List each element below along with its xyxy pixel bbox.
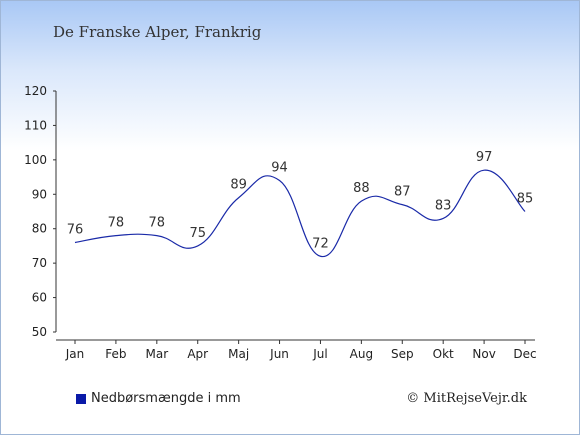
y-tick-label: 60 xyxy=(32,291,47,305)
x-tick-label: Feb xyxy=(105,347,126,361)
data-label: 76 xyxy=(67,222,84,237)
x-tick-label: Dec xyxy=(513,347,536,361)
data-label: 85 xyxy=(517,192,534,207)
data-label: 94 xyxy=(271,161,288,176)
data-label: 75 xyxy=(189,226,206,241)
credit-text: © MitRejseVejr.dk xyxy=(406,391,527,406)
data-label: 83 xyxy=(435,198,452,213)
series-line xyxy=(74,169,526,257)
x-tick-label: Nov xyxy=(472,347,495,361)
x-tick-label: Maj xyxy=(228,347,249,361)
x-tick-label: Jul xyxy=(312,347,327,361)
data-label: 78 xyxy=(149,216,166,231)
x-tick-label: Jun xyxy=(269,347,289,361)
data-label: 78 xyxy=(108,216,125,231)
data-label: 97 xyxy=(476,150,493,165)
chart-title: De Franske Alper, Frankrig xyxy=(53,23,262,41)
y-tick-label: 90 xyxy=(32,187,47,201)
legend-label: Nedbørsmængde i mm xyxy=(91,391,241,406)
data-label: 87 xyxy=(394,185,411,200)
y-tick-label: 70 xyxy=(32,256,47,270)
y-tick-label: 80 xyxy=(32,222,47,236)
x-tick-label: Apr xyxy=(187,347,208,361)
data-label: 88 xyxy=(353,181,370,196)
x-tick-label: Okt xyxy=(433,347,454,361)
legend: Nedbørsmængde i mm xyxy=(76,391,241,406)
data-label: 72 xyxy=(312,236,329,251)
y-tick-label: 100 xyxy=(24,153,47,167)
x-tick-label: Sep xyxy=(391,347,414,361)
y-tick-label: 120 xyxy=(24,84,47,98)
x-tick-label: Jan xyxy=(65,347,85,361)
legend-swatch xyxy=(76,393,86,404)
data-label: 89 xyxy=(230,178,247,193)
x-tick-label: Mar xyxy=(145,347,168,361)
x-tick-label: Aug xyxy=(350,347,373,361)
y-tick-label: 50 xyxy=(32,325,47,339)
y-tick-label: 110 xyxy=(24,118,47,132)
